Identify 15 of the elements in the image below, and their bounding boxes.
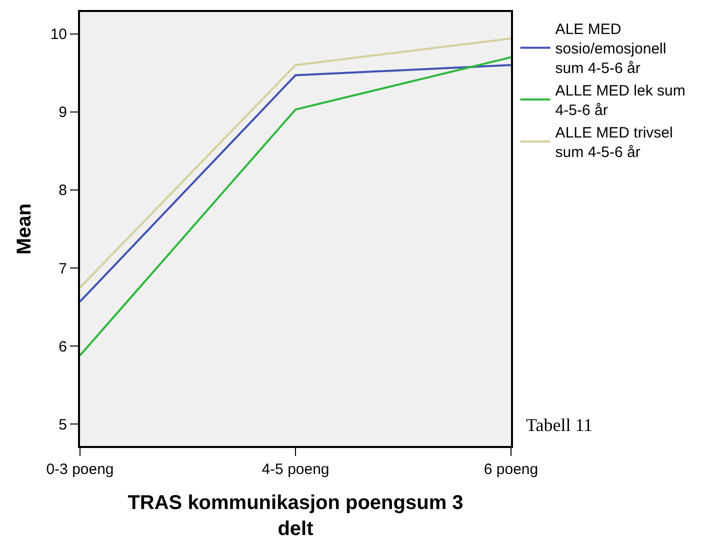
legend-label: ALLE MED trivsel sum 4-5-6 år bbox=[555, 124, 673, 162]
y-tick-label: 10 bbox=[50, 26, 67, 44]
x-tick-label: 4-5 poeng bbox=[262, 461, 330, 478]
y-tick-label: 5 bbox=[58, 416, 67, 434]
y-axis-title: Mean bbox=[13, 203, 36, 255]
legend-label: ALLE MED lek sum 4-5-6 år bbox=[555, 82, 686, 120]
x-axis-title: TRAS kommunikasjon poengsum 3 delt bbox=[128, 492, 464, 540]
y-tick-label: 8 bbox=[58, 182, 67, 200]
y-tick-label: 6 bbox=[58, 338, 67, 356]
x-tick-label: 6 poeng bbox=[484, 461, 538, 478]
y-tick-label: 7 bbox=[58, 260, 67, 278]
legend-label: ALE MED sosio/emosjonell sum 4-5-6 år bbox=[555, 21, 666, 78]
text: Tabell 11 bbox=[526, 415, 593, 435]
x-tick-label: 0-3 poeng bbox=[46, 461, 114, 478]
y-tick-label: 9 bbox=[58, 104, 67, 122]
